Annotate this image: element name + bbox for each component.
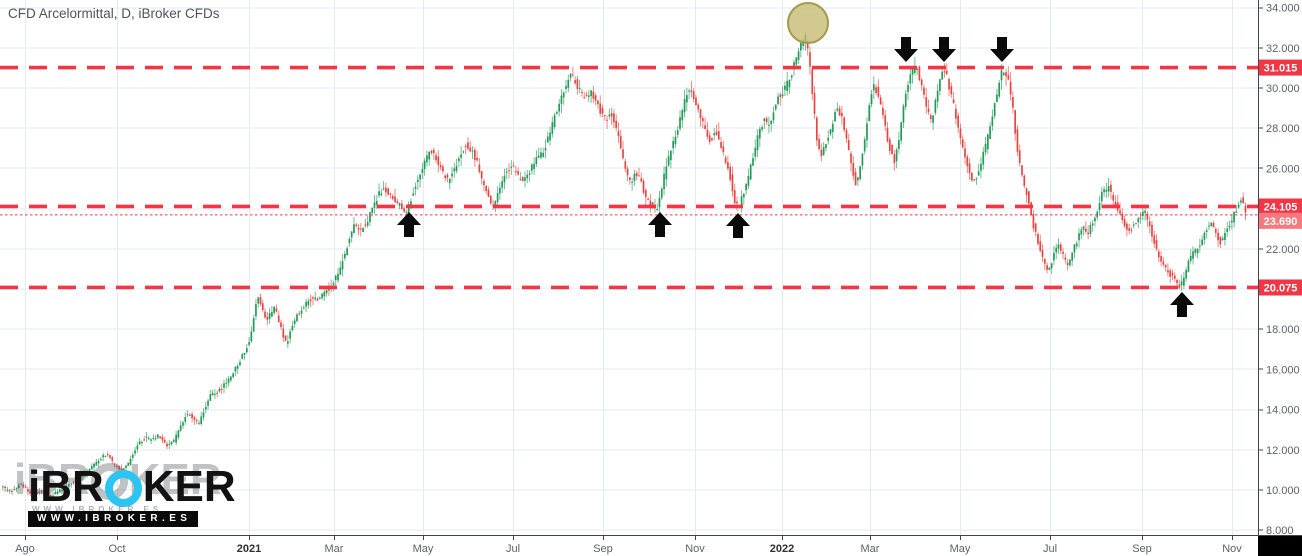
svg-text:20.075: 20.075 [1264,282,1298,294]
time-axis-corner [1258,536,1302,556]
time-tick-label: 2021 [237,543,261,555]
time-tick-label: Nov [1222,543,1242,555]
price-tick-label: 30.000 [1266,83,1300,95]
price-badge-24.105: 24.105 [1259,198,1302,215]
up-arrow-2[interactable] [648,212,672,237]
time-tick-label: May [950,543,971,555]
up-arrow-3[interactable] [726,213,750,238]
price-tick-label: 8.000 [1266,525,1294,537]
ibroker-url-ghost: WWW.IBROKER.ES [32,505,163,514]
chart-title: CFD Arcelormittal, D, iBroker CFDs [8,6,220,21]
price-tick-label: 14.000 [1266,405,1300,417]
price-tick-label: 22.000 [1266,244,1300,256]
axes [0,0,1302,536]
down-arrow-2[interactable] [932,37,956,62]
annotations [397,2,1194,317]
price-axis[interactable]: 34.000 32.000 30.000 28.000 26.000 22.000 18.0… [1258,3,1302,538]
price-tick-label: 28.000 [1266,123,1300,135]
price-tick-label: 34.000 [1266,3,1300,15]
price-tick-label: 32.000 [1266,43,1300,55]
price-tick-label: 18.000 [1266,324,1300,336]
down-arrow-3[interactable] [990,37,1014,62]
time-tick-label: May [413,543,434,555]
price-tick-label: 16.000 [1266,364,1300,376]
time-tick-label: Mar [325,543,344,555]
time-tick-label: Nov [685,543,705,555]
time-tick-label: 2022 [770,543,794,555]
up-arrow-4[interactable] [1170,292,1194,317]
svg-text:31.015: 31.015 [1264,63,1298,75]
time-tick-label: Jul [506,543,520,555]
svg-text:23.690: 23.690 [1264,216,1298,228]
price-badge-31.015: 31.015 [1259,59,1302,76]
ibroker-logo-ring [104,469,142,507]
price-tick-label: 12.000 [1266,445,1300,457]
ibroker-logo-main: iBR KER [28,462,236,511]
time-tick-label: Mar [861,543,880,555]
down-arrow-1[interactable] [894,37,918,62]
time-tick-label: Jul [1043,543,1057,555]
price-tick-label: 26.000 [1266,163,1300,175]
highlight-circle[interactable] [787,2,829,44]
price-badge-20.075: 20.075 [1259,279,1302,296]
grid [0,0,1258,535]
ibroker-url: WWW.IBROKER.ES [28,511,199,527]
time-tick-label: Ago [15,543,35,555]
candles [2,31,1247,499]
time-axis[interactable]: Ago Oct 2021 Mar May Jul Sep Nov 2022 Mar May Jul Se… [15,535,1242,555]
price-tick-label: 10.000 [1266,485,1300,497]
price-badge-23.690: 23.690 [1259,212,1302,229]
up-arrow-1[interactable] [397,212,421,237]
time-tick-label: Oct [108,543,125,555]
time-tick-label: Sep [593,543,613,555]
time-tick-label: Sep [1132,543,1152,555]
svg-text:24.105: 24.105 [1264,201,1298,213]
